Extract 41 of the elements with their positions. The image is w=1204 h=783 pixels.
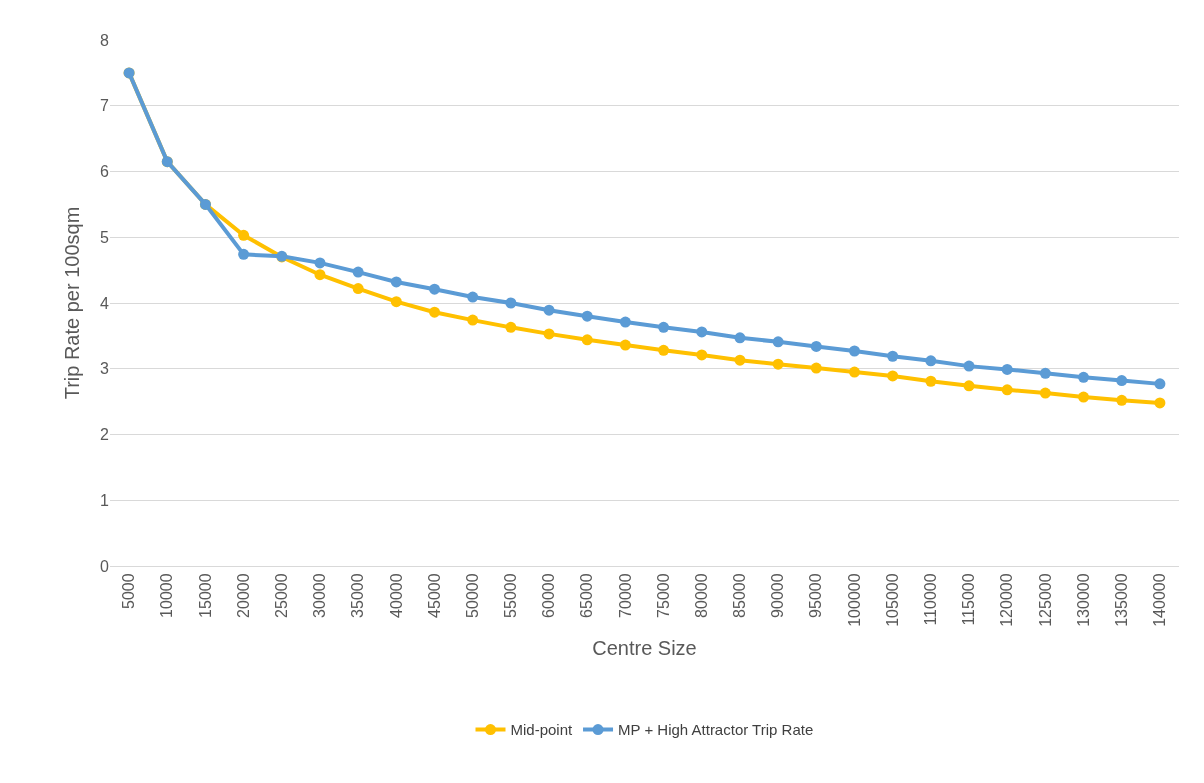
y-tick-label: 3: [100, 360, 110, 378]
x-tick-label: 140000: [1151, 573, 1169, 627]
y-tick-label: 8: [100, 31, 110, 49]
x-tick-label: 135000: [1112, 573, 1130, 627]
x-tick-label: 65000: [578, 573, 596, 618]
x-tick-label: 30000: [311, 573, 329, 618]
x-tick-label: 70000: [616, 573, 634, 618]
x-tick-label: 110000: [922, 573, 940, 626]
y-tick-label: 6: [100, 163, 110, 181]
x-tick-label: 80000: [692, 573, 710, 618]
x-tick-label: 50000: [463, 573, 481, 618]
x-tick-label: 20000: [234, 573, 252, 618]
x-tick-label: 120000: [998, 573, 1016, 627]
x-tick-label: 45000: [425, 573, 443, 618]
x-tick-label: 5000: [120, 573, 138, 609]
x-tick-label: 35000: [349, 573, 367, 618]
x-tick-label: 55000: [502, 573, 520, 618]
y-tick-label: 5: [100, 228, 110, 246]
x-tick-label: 25000: [273, 573, 290, 618]
y-axis-title: Trip Rate per 100sqm: [60, 206, 83, 400]
x-axis-title: Centre Size: [592, 637, 697, 660]
x-tick-label: 125000: [1036, 573, 1054, 627]
x-tick-label: 90000: [769, 573, 787, 618]
y-tick-label: 4: [100, 294, 110, 312]
x-tick-label: 95000: [807, 573, 825, 618]
x-tick-label: 130000: [1074, 573, 1092, 627]
legend-label: MP + High Attractor Trip Rate: [618, 721, 814, 739]
y-tick-label: 1: [100, 491, 110, 509]
x-tick-label: 115000: [960, 573, 978, 626]
legend-label: Mid-point: [510, 721, 574, 739]
x-tick-label: 10000: [158, 573, 176, 618]
x-tick-label: 105000: [883, 573, 901, 627]
y-tick-label: 2: [100, 426, 110, 444]
x-tick-label: 60000: [540, 573, 558, 618]
x-tick-label: 100000: [845, 573, 863, 627]
x-tick-label: 85000: [731, 573, 749, 618]
x-tick-label: 15000: [196, 573, 214, 618]
y-tick-label: 7: [100, 97, 110, 115]
y-tick-label: 0: [100, 557, 110, 575]
x-tick-label: 75000: [654, 573, 672, 618]
x-tick-label: 40000: [387, 573, 405, 618]
